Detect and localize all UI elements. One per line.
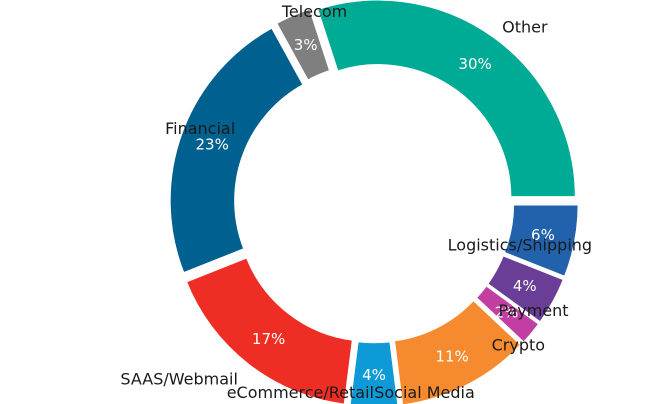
slice-pct-telecom: 3% [294,36,318,54]
slice-label-saas-webmail: SAAS/Webmail [120,369,238,388]
slice-label-other: Other [502,18,548,37]
slice-label-social-media: Social Media [374,383,475,402]
slice-label-logistics-shipping: Logistics/Shipping [448,236,592,255]
slice-label-payment: Payment [498,301,568,320]
slice-pct-other: 30% [458,55,491,73]
slice-pct-financial: 23% [195,136,228,154]
slice-pct-saas-webmail: 17% [252,330,285,348]
slice-telecom [274,6,333,83]
slice-ecommerce-retail [348,339,400,404]
slice-label-financial: Financial [165,119,235,138]
slice-pct-logistics-shipping: 6% [531,226,555,244]
slice-pct-crypto: 2% [495,304,519,322]
slice-other [315,0,578,199]
slice-pct-social-media: 11% [435,347,468,365]
slice-financial [168,25,306,276]
slice-pct-payment: 4% [513,277,537,295]
slice-pct-ecommerce-retail: 4% [362,366,386,384]
slice-label-ecommerce-retail: eCommerce/Retail [227,383,374,402]
slice-label-telecom: Telecom [281,2,347,21]
slice-social-media [392,297,524,404]
slice-crypto [473,283,542,345]
labels-layer: 30% Other 3% Telecom 23%Financial 17% SAAS/Web… [120,2,592,402]
slice-logistics-shipping [501,203,581,279]
slices-layer [168,0,581,404]
slice-payment [485,253,566,325]
slice-label-crypto: Crypto [492,336,545,355]
slice-saas-webmail [183,255,355,404]
